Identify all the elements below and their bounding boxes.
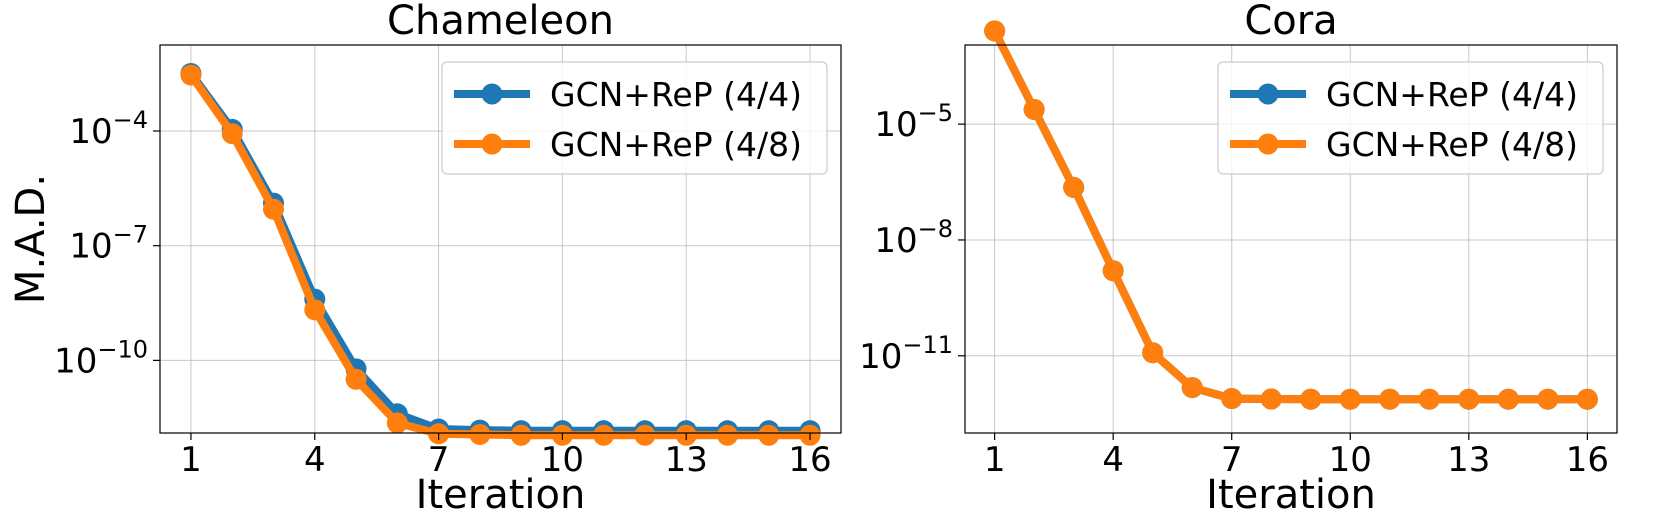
legend-marker (1257, 133, 1279, 155)
chart-title: Chameleon (387, 0, 614, 44)
legend-marker (481, 133, 503, 155)
y-tick-label: 10−4 (69, 106, 148, 152)
data-point (221, 123, 243, 145)
data-point (1221, 388, 1243, 410)
series-line (187, 72, 810, 440)
data-point (1300, 388, 1322, 410)
y-tick-label: 10−10 (54, 335, 148, 381)
data-point (263, 198, 284, 220)
y-tick-exponent: −7 (113, 221, 148, 249)
series-line (991, 29, 1588, 404)
y-tick-base: 10 (69, 227, 112, 267)
axes-frame (159, 44, 842, 434)
x-tick-label: 10 (1329, 440, 1372, 480)
y-tick-base: 10 (874, 221, 917, 261)
chart-panel-cora: 1 4 7 10 13 1610−510−810−11CoraIterationGCN+R… (859, 0, 1618, 518)
x-tick-label: 13 (665, 440, 708, 480)
data-point (304, 299, 326, 321)
x-tick-label: 1 (180, 440, 202, 480)
data-point (510, 424, 532, 446)
legend-label: GCN+ReP (4/4) (1326, 75, 1578, 114)
y-tick-base: 10 (54, 341, 97, 381)
data-point (1102, 260, 1124, 282)
x-tick-label: 7 (428, 440, 450, 480)
y-tick-label: 10−5 (874, 99, 953, 145)
data-point (984, 20, 1006, 42)
y-tick-exponent: −11 (902, 331, 953, 359)
data-point (1458, 388, 1480, 410)
y-tick-base: 10 (859, 337, 902, 377)
data-point (758, 424, 780, 446)
x-tick-label: 16 (1566, 440, 1609, 480)
data-point (1063, 176, 1085, 198)
x-tick-label: 1 (984, 440, 1006, 480)
series-gcn-rep-4-8 (984, 20, 1598, 410)
legend-entry: GCN+ReP (4/8) (1230, 125, 1578, 164)
y-tick-exponent: −5 (918, 99, 953, 127)
legend-entry: GCN+ReP (4/8) (454, 125, 802, 164)
chart-title: Cora (1244, 0, 1337, 44)
x-tick-label: 4 (1102, 440, 1124, 480)
y-tick-exponent: −4 (113, 106, 148, 134)
y-tick-base: 10 (69, 112, 112, 152)
y-tick-label: 10−11 (859, 331, 953, 377)
data-point (593, 424, 615, 446)
y-tick-label: 10−7 (69, 221, 148, 267)
legend-label: GCN+ReP (4/4) (550, 75, 802, 114)
axes-frame (964, 44, 1618, 434)
legend: GCN+ReP (4/4) GCN+ReP (4/8) (1217, 61, 1604, 175)
data-point (1260, 388, 1282, 410)
x-tick-label: 13 (1447, 440, 1490, 480)
x-tick-label: 4 (304, 440, 326, 480)
data-point (1339, 388, 1361, 410)
chart-panel-chameleon: 1 4 7 10 13 1610−410−710−10ChameleonIteration… (8, 0, 842, 518)
legend-entry: GCN+ReP (4/4) (454, 75, 802, 114)
data-point (634, 424, 656, 446)
legend: GCN+ReP (4/4) GCN+ReP (4/8) (441, 61, 828, 175)
y-tick-exponent: −10 (97, 335, 148, 363)
x-tick-label: 7 (1221, 440, 1243, 480)
y-tick-label: 10−8 (874, 215, 953, 261)
legend-entry: GCN+ReP (4/4) (1230, 75, 1578, 114)
legend-marker (481, 83, 503, 105)
legend-frame (441, 61, 828, 175)
data-point (345, 368, 367, 390)
data-point (1576, 388, 1598, 410)
data-point (1537, 388, 1559, 410)
legend-label: GCN+ReP (4/8) (550, 125, 802, 164)
data-point (386, 412, 408, 434)
series-gcn-rep-4-8 (180, 64, 821, 446)
x-tick-label: 10 (541, 440, 584, 480)
data-point (1181, 377, 1203, 399)
data-point (1418, 388, 1440, 410)
data-point (1023, 98, 1045, 120)
legend-label: GCN+ReP (4/8) (1326, 125, 1578, 164)
data-point (469, 424, 491, 446)
x-tick-label: 16 (788, 440, 831, 480)
x-axis-label: Iteration (416, 472, 586, 518)
y-axis-label: M.A.D. (8, 174, 54, 304)
y-tick-base: 10 (874, 105, 917, 145)
data-point (180, 64, 202, 86)
legend-marker (1257, 83, 1279, 105)
data-point (1379, 388, 1401, 410)
data-point (1497, 388, 1519, 410)
y-tick-exponent: −8 (918, 215, 953, 243)
data-point (717, 424, 738, 446)
x-axis-label: Iteration (1206, 472, 1376, 518)
data-point (1142, 342, 1164, 364)
legend-frame (1217, 61, 1604, 175)
